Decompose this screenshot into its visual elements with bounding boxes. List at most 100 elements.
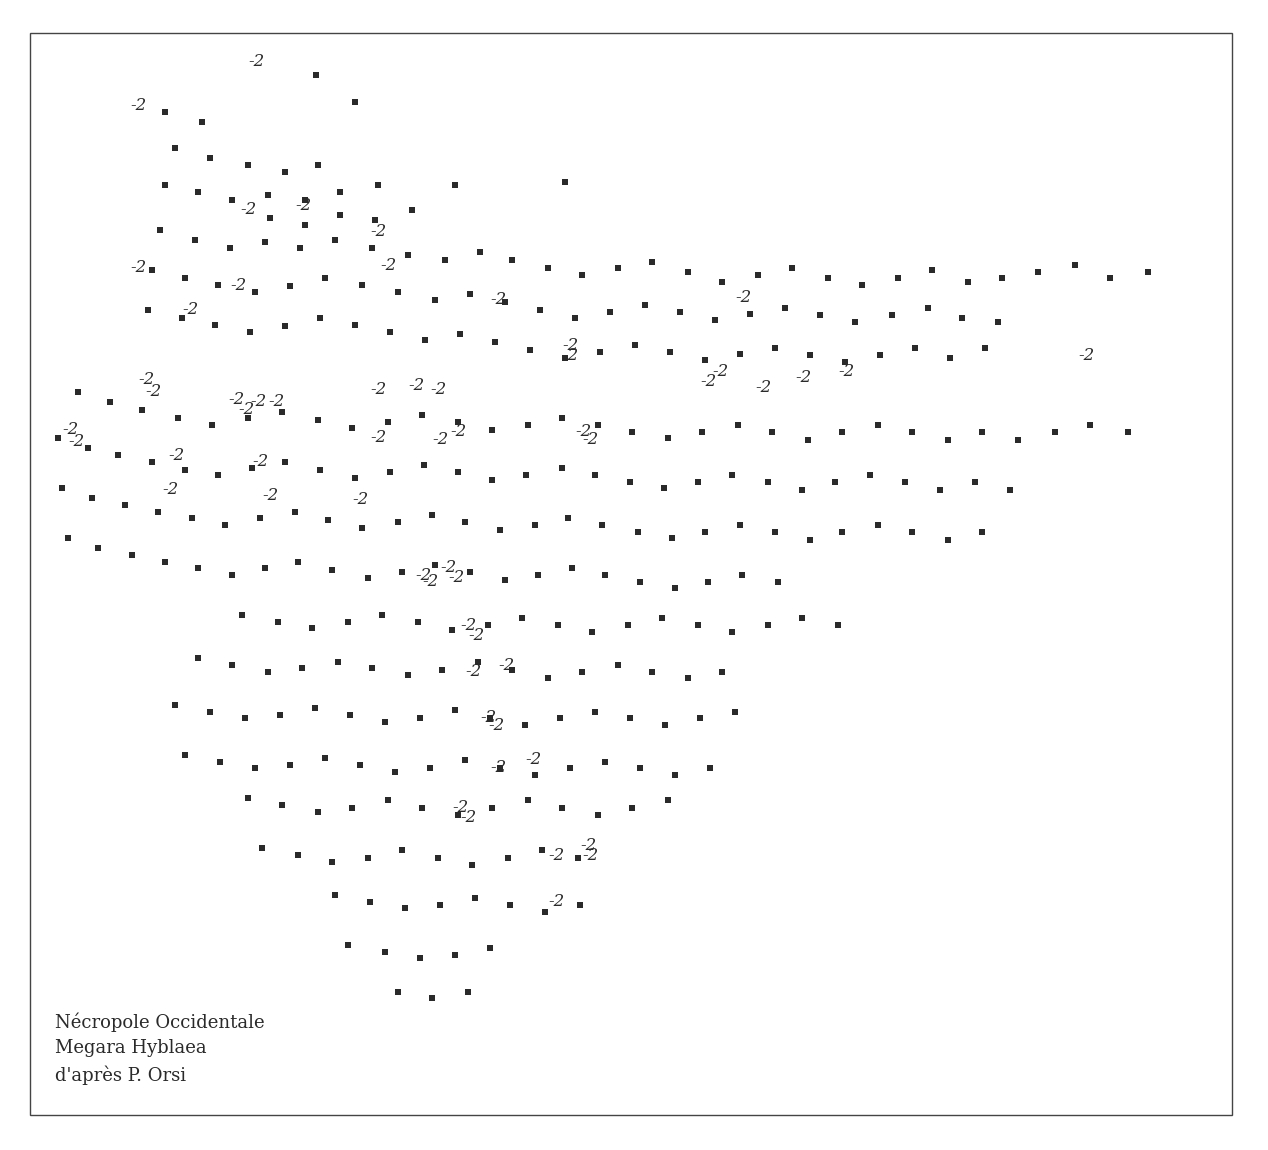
Text: -2: -2 bbox=[430, 382, 446, 399]
Point bbox=[408, 613, 429, 631]
Point bbox=[430, 896, 450, 914]
Point bbox=[360, 892, 380, 911]
Point bbox=[730, 345, 751, 363]
Point bbox=[888, 269, 908, 288]
Point bbox=[351, 276, 372, 294]
Point bbox=[692, 423, 713, 442]
Point bbox=[398, 666, 418, 684]
Point bbox=[832, 423, 852, 442]
Point bbox=[208, 466, 228, 484]
Point bbox=[654, 715, 675, 734]
Point bbox=[427, 849, 448, 867]
Text: -2: -2 bbox=[562, 337, 578, 353]
Text: -2: -2 bbox=[440, 560, 456, 576]
Point bbox=[515, 715, 535, 734]
Point bbox=[548, 615, 568, 634]
Point bbox=[188, 183, 208, 201]
Point bbox=[290, 239, 311, 258]
Point bbox=[652, 608, 672, 627]
Point bbox=[732, 566, 752, 584]
Point bbox=[569, 896, 590, 914]
Point bbox=[695, 351, 715, 369]
Point bbox=[378, 413, 398, 431]
Point bbox=[800, 531, 820, 550]
Text: -2: -2 bbox=[548, 846, 564, 864]
Point bbox=[222, 656, 242, 674]
Point bbox=[342, 799, 363, 818]
Point bbox=[448, 413, 468, 431]
Point bbox=[68, 383, 89, 401]
Point bbox=[398, 246, 418, 264]
Point bbox=[482, 470, 502, 489]
Point bbox=[670, 302, 690, 321]
Text: -2: -2 bbox=[713, 363, 728, 381]
Point bbox=[695, 523, 715, 542]
Point bbox=[425, 291, 445, 309]
Point bbox=[525, 766, 545, 784]
Point bbox=[295, 216, 316, 235]
Point bbox=[538, 669, 558, 688]
Point bbox=[108, 446, 128, 465]
Text: -2: -2 bbox=[138, 371, 155, 389]
Point bbox=[902, 423, 922, 442]
Point bbox=[77, 439, 98, 458]
Point bbox=[500, 896, 520, 914]
Text: -2: -2 bbox=[370, 429, 387, 446]
Point bbox=[245, 283, 265, 301]
Point bbox=[659, 343, 680, 361]
Point bbox=[711, 273, 732, 291]
Point bbox=[235, 708, 255, 727]
Point bbox=[441, 621, 462, 639]
Point bbox=[658, 429, 678, 447]
Point bbox=[219, 239, 240, 258]
Point bbox=[867, 516, 888, 535]
Point bbox=[345, 316, 365, 335]
Text: Nécropole Occidentale
Megara Hyblaea
d'après P. Orsi: Nécropole Occidentale Megara Hyblaea d'a… bbox=[55, 1012, 265, 1086]
Text: -2: -2 bbox=[548, 894, 564, 911]
Point bbox=[765, 339, 785, 358]
Point bbox=[730, 516, 751, 535]
Point bbox=[250, 508, 270, 527]
Point bbox=[460, 562, 481, 581]
Point bbox=[902, 523, 922, 542]
Point bbox=[895, 473, 915, 491]
Point bbox=[275, 163, 295, 182]
Point bbox=[280, 756, 301, 774]
Point bbox=[460, 285, 481, 304]
Point bbox=[618, 615, 638, 634]
Point bbox=[288, 553, 308, 572]
Point bbox=[585, 703, 605, 721]
Point bbox=[988, 313, 1008, 331]
Point bbox=[620, 708, 640, 727]
Point bbox=[222, 191, 242, 209]
Point bbox=[595, 566, 615, 584]
Point bbox=[484, 332, 505, 351]
Point bbox=[625, 336, 645, 354]
Point bbox=[595, 753, 615, 772]
Text: -2: -2 bbox=[562, 346, 578, 363]
Point bbox=[630, 759, 650, 777]
Point bbox=[881, 306, 902, 324]
Point bbox=[592, 516, 612, 535]
Point bbox=[175, 269, 195, 288]
Point bbox=[175, 461, 195, 480]
Text: -2: -2 bbox=[230, 276, 246, 293]
Point bbox=[142, 453, 162, 472]
Point bbox=[1099, 269, 1120, 288]
Point bbox=[782, 259, 803, 277]
Point bbox=[482, 421, 502, 439]
Text: -2: -2 bbox=[460, 810, 477, 827]
Point bbox=[292, 659, 312, 677]
Point bbox=[413, 455, 434, 474]
Point bbox=[240, 323, 260, 342]
Point bbox=[330, 206, 350, 224]
Point bbox=[687, 615, 708, 634]
Point bbox=[572, 266, 592, 284]
Point bbox=[834, 353, 855, 371]
Point bbox=[1080, 416, 1101, 435]
Text: -2: -2 bbox=[240, 201, 256, 218]
Text: -2: -2 bbox=[468, 627, 484, 644]
Point bbox=[562, 559, 582, 577]
Point bbox=[155, 176, 175, 194]
Point bbox=[918, 299, 938, 317]
